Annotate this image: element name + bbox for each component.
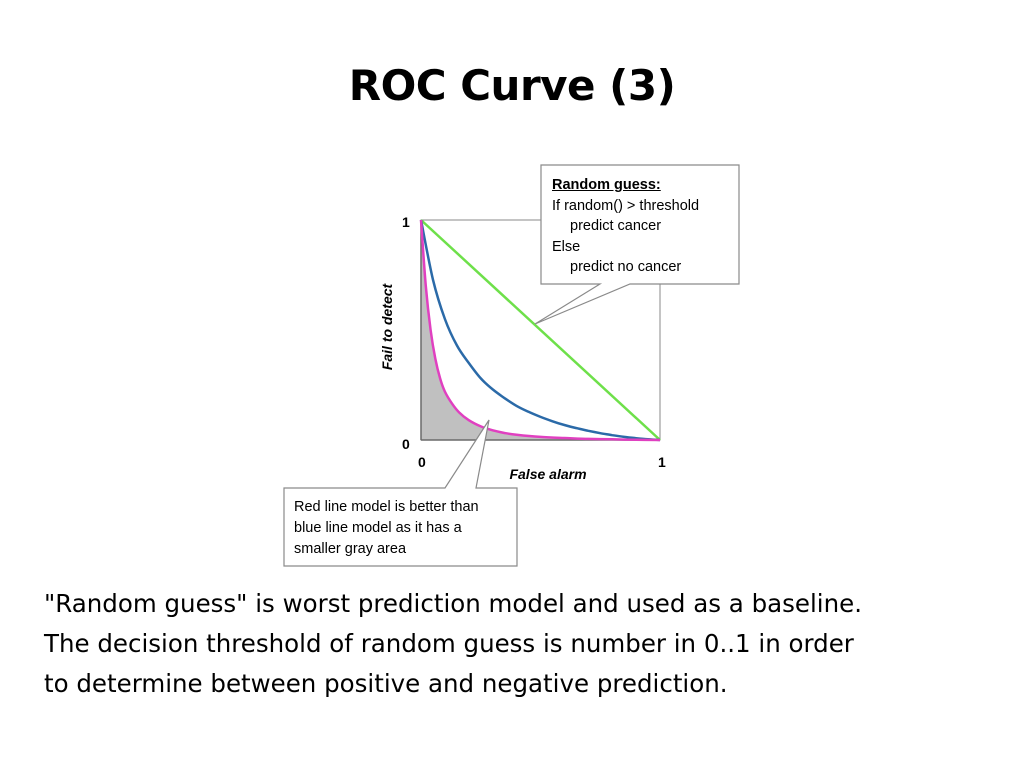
- slide-title: ROC Curve (3): [348, 61, 676, 110]
- red-line: [419, 219, 661, 442]
- callout-red-line-2: blue line model as it has a: [294, 520, 462, 536]
- random-guess-line: [420, 219, 661, 441]
- callout-red-line: Red line model is better than blue line …: [294, 497, 479, 560]
- blue-line: [419, 219, 661, 442]
- slide-body: "Random guess" is worst prediction model…: [44, 584, 984, 704]
- body-line-2: The decision threshold of random guess i…: [44, 629, 854, 658]
- x-axis-label: False alarm: [509, 466, 586, 482]
- x-tick-0: 0: [418, 454, 426, 470]
- y-axis-label: Fail to detect: [379, 282, 395, 370]
- callout-red-box: [283, 419, 518, 567]
- gray-area: [421, 220, 660, 440]
- body-line-1: "Random guess" is worst prediction model…: [44, 589, 862, 618]
- y-tick-0: 0: [402, 436, 410, 452]
- callout-random-box: [534, 164, 740, 325]
- callout-random-line-1: If random() > threshold: [552, 197, 700, 214]
- callout-red-line-3: smaller gray area: [294, 541, 407, 557]
- callout-random-heading: Random guess:: [552, 177, 661, 193]
- callout-random-line-3: Else: [552, 238, 581, 255]
- y-tick-1: 1: [402, 214, 410, 230]
- callout-red-line-1: Red line model is better than: [294, 499, 479, 515]
- body-line-3: to determine between positive and negati…: [44, 669, 728, 698]
- x-tick-1: 1: [658, 454, 666, 470]
- callout-random-line-4: predict no cancer: [570, 259, 682, 275]
- callout-random-line-2: predict cancer: [570, 218, 662, 234]
- callout-random-guess: Random guess: If random() > threshold pr…: [552, 175, 699, 278]
